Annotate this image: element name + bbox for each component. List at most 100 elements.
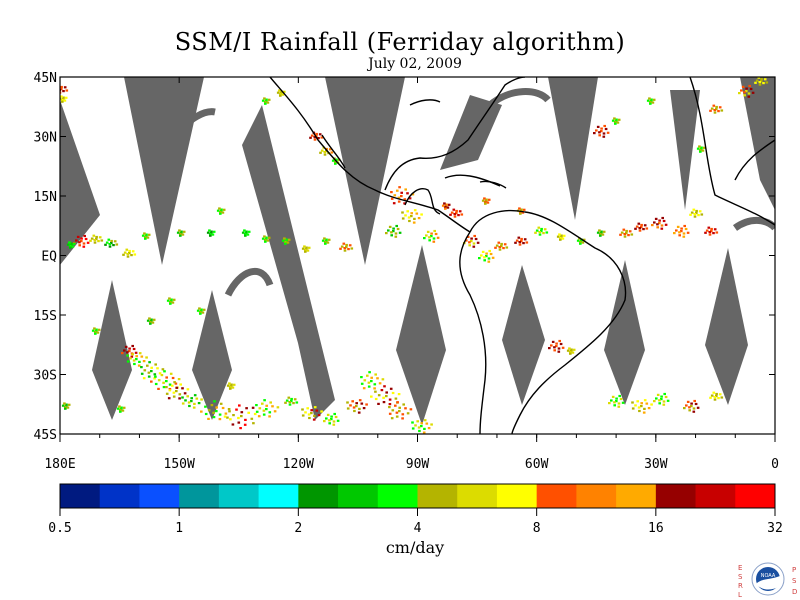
colorbar-swatch <box>616 484 657 508</box>
rain-pixel <box>330 418 333 421</box>
rain-pixel <box>599 234 602 237</box>
rain-pixel <box>232 414 235 417</box>
colorbar-swatch <box>60 484 101 508</box>
rain-pixel <box>593 132 596 135</box>
rain-pixel <box>147 375 151 378</box>
rain-pixel <box>181 233 185 236</box>
rain-pixel <box>520 240 523 243</box>
map-date: July 02, 2009 <box>368 56 462 72</box>
rain-pixel <box>172 298 176 301</box>
rain-pixel <box>56 88 59 90</box>
rain-pixel <box>494 246 497 249</box>
rain-pixel <box>340 245 344 248</box>
colorbar-swatch <box>338 484 379 508</box>
rain-pixel <box>193 394 197 397</box>
rain-pixel <box>568 350 572 353</box>
rain-pixel <box>210 404 214 407</box>
rain-pixel <box>581 241 585 244</box>
rain-pixel <box>487 260 491 263</box>
rain-pixel <box>760 77 763 81</box>
rain-pixel <box>390 417 394 420</box>
rain-pixel <box>66 406 70 409</box>
rain-pixel <box>388 403 392 406</box>
rain-pixel <box>342 242 346 245</box>
rain-pixel <box>206 231 210 234</box>
rain-pixel <box>226 416 229 419</box>
rain-pixel <box>179 234 182 237</box>
rain-pixel <box>694 402 698 406</box>
rain-pixel <box>425 234 428 237</box>
rain-pixel <box>662 400 666 403</box>
rain-pixel <box>765 81 769 84</box>
rain-pixel <box>148 317 151 320</box>
rain-pixel <box>480 254 483 257</box>
rain-pixel <box>168 388 172 391</box>
rain-pixel <box>518 241 522 244</box>
rain-pixel <box>579 242 582 245</box>
rain-pixel <box>481 250 485 253</box>
rain-pixel <box>263 238 267 241</box>
rain-pixel <box>367 381 371 384</box>
rain-pixel <box>200 410 203 413</box>
rain-pixel <box>265 236 268 239</box>
rain-pixel <box>113 240 117 243</box>
rain-pixel <box>315 409 319 412</box>
rain-pixel <box>168 300 172 303</box>
rain-pixel <box>223 415 227 418</box>
rain-pixel <box>324 242 327 245</box>
rain-pixel <box>623 235 627 238</box>
rain-pixel <box>408 197 412 200</box>
rain-pixel <box>708 233 712 236</box>
coastline-cuba <box>444 174 501 187</box>
rain-pixel <box>122 253 125 256</box>
rain-pixel <box>404 188 407 191</box>
no-data-arc <box>172 108 216 138</box>
rain-pixel <box>555 345 558 348</box>
rain-pixel <box>150 380 153 383</box>
rain-pixel <box>287 238 291 241</box>
rain-pixel <box>712 391 716 394</box>
rain-pixel <box>690 211 694 214</box>
rain-pixel <box>388 412 392 415</box>
rain-pixel <box>717 110 720 113</box>
rain-pixel <box>608 402 611 405</box>
rain-pixel <box>640 405 643 408</box>
rain-pixel <box>126 253 130 256</box>
rain-pixel <box>301 247 305 250</box>
map-axes: 45N 30N 15N EQ 15S 30S 45S 180E 150W 120W 90W 60W 30… <box>34 71 779 472</box>
rain-pixel <box>176 231 180 234</box>
lat-label: 45N <box>34 71 57 86</box>
rain-pixel <box>305 246 308 249</box>
rain-pixel <box>120 406 123 409</box>
rain-pixel <box>489 252 493 256</box>
rain-pixel <box>131 344 134 348</box>
rain-pixel <box>82 245 86 248</box>
rain-pixel <box>197 402 201 405</box>
rain-pixel <box>303 248 307 251</box>
rain-pixel <box>695 212 698 215</box>
rain-pixel <box>262 409 266 412</box>
rain-pixel <box>520 237 523 241</box>
rain-pixel <box>625 229 628 233</box>
rain-pixel <box>602 132 606 135</box>
rain-pixel <box>553 346 556 349</box>
rain-pixel <box>241 231 245 234</box>
rain-pixel <box>280 90 283 93</box>
rain-pixel <box>617 118 621 121</box>
rain-pixel <box>226 384 230 387</box>
rain-pixel <box>488 249 491 253</box>
colorbar-swatch <box>735 484 776 508</box>
rain-pixel <box>216 209 220 212</box>
rain-pixel <box>71 245 75 248</box>
rain-pixel <box>130 254 133 257</box>
rain-pixel <box>576 239 580 242</box>
rain-pixel <box>212 411 215 414</box>
rain-pixel <box>285 399 289 402</box>
lon-label: 120W <box>283 457 314 472</box>
rain-pixel <box>430 235 433 238</box>
rain-pixel <box>485 198 488 201</box>
rain-pixel <box>388 406 391 409</box>
rain-pixel <box>140 372 144 375</box>
rain-pixel <box>271 405 274 408</box>
rain-pixel <box>362 407 366 410</box>
